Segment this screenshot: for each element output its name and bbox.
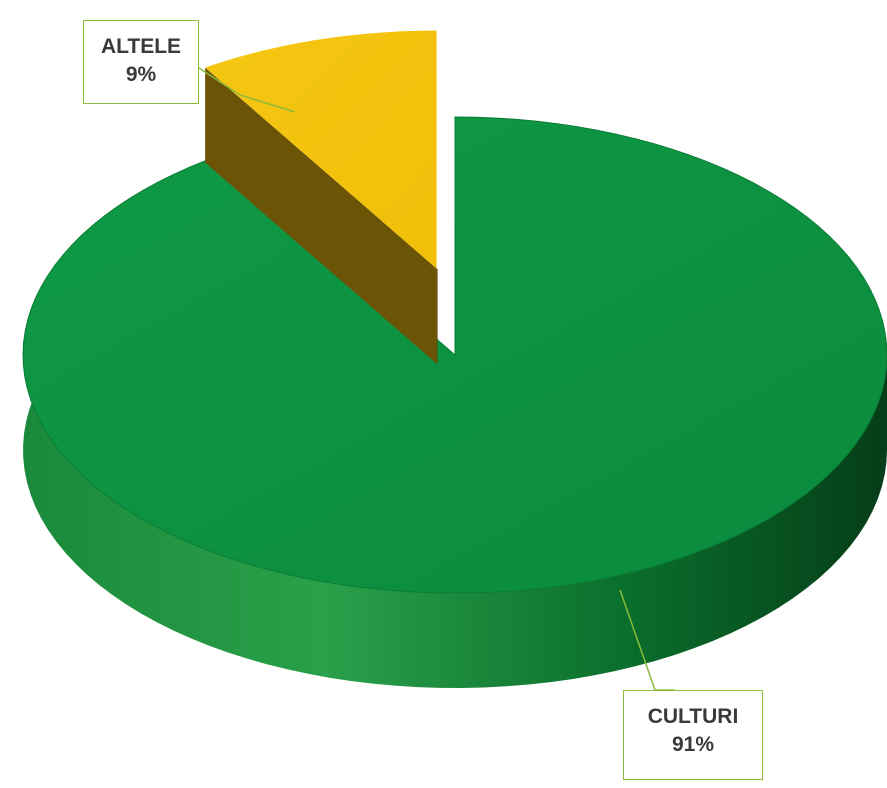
label-culturi: CULTURI 91% xyxy=(623,690,763,780)
label-altele-percent: 9% xyxy=(125,63,157,86)
leader-line-altele xyxy=(198,67,296,113)
label-altele: ALTELE 9% xyxy=(83,20,199,104)
slice-altele-edge xyxy=(436,268,438,364)
label-culturi-percent: 91% xyxy=(671,733,715,756)
slice-altele-side xyxy=(205,67,437,364)
label-culturi-category: CULTURI xyxy=(647,705,739,728)
label-altele-category: ALTELE xyxy=(100,35,182,58)
slice-culturi xyxy=(22,116,887,594)
slice-altele xyxy=(205,30,437,269)
